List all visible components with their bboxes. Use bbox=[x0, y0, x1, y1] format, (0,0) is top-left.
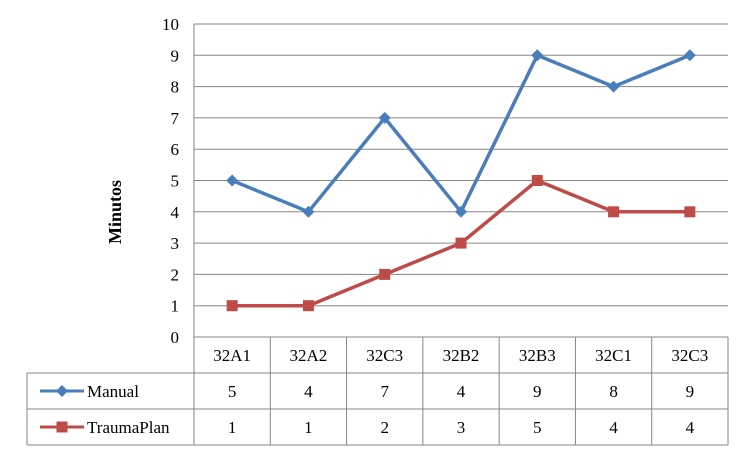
x-category-label: 32A2 bbox=[290, 346, 328, 365]
data-table-value: 1 bbox=[228, 418, 237, 437]
data-point-traumaplan bbox=[226, 300, 238, 312]
x-category-label: 32C1 bbox=[595, 346, 632, 365]
data-table: 32A1 32A2 32C3 32B2 32B3 32C1 32C3 Manual 5 4 7 4 9 8… bbox=[26, 337, 729, 446]
x-category-label: 32B3 bbox=[519, 346, 556, 365]
y-tick-label: 2 bbox=[171, 265, 180, 284]
data-point-manual bbox=[455, 205, 467, 218]
x-category-label: 32C3 bbox=[671, 346, 708, 365]
data-point-traumaplan bbox=[379, 268, 391, 280]
y-tick-label: 0 bbox=[171, 328, 180, 347]
legend-key-marker bbox=[56, 421, 68, 433]
y-axis-ticks: 0 1 2 3 4 5 6 7 8 9 10 bbox=[162, 15, 180, 347]
data-table-value: 2 bbox=[380, 418, 389, 437]
y-tick-label: 9 bbox=[171, 46, 180, 65]
data-table-value: 4 bbox=[457, 382, 466, 401]
y-tick-label: 3 bbox=[171, 234, 180, 253]
data-table-value: 8 bbox=[609, 382, 618, 401]
data-point-manual bbox=[302, 205, 315, 218]
x-category-label: 32B2 bbox=[443, 346, 480, 365]
data-point-traumaplan bbox=[455, 237, 467, 249]
data-point-traumaplan bbox=[302, 300, 314, 312]
data-table-value: 9 bbox=[686, 382, 695, 401]
data-point-traumaplan bbox=[608, 206, 620, 218]
y-tick-label: 6 bbox=[171, 140, 180, 159]
y-tick-label: 10 bbox=[162, 15, 179, 34]
data-table-value: 4 bbox=[609, 418, 618, 437]
data-table-value: 7 bbox=[380, 382, 389, 401]
x-category-label: 32A1 bbox=[213, 346, 251, 365]
data-table-value: 5 bbox=[533, 418, 542, 437]
y-tick-label: 1 bbox=[171, 297, 180, 316]
data-point-manual bbox=[607, 80, 620, 93]
y-tick-label: 5 bbox=[171, 172, 180, 191]
legend-entry: Manual bbox=[87, 382, 139, 401]
y-tick-label: 8 bbox=[171, 78, 180, 97]
data-table-value: 9 bbox=[533, 382, 542, 401]
y-tick-label: 7 bbox=[171, 109, 180, 128]
y-tick-label: 4 bbox=[171, 203, 180, 222]
legend-entry: TraumaPlan bbox=[87, 418, 170, 437]
data-table-value: 5 bbox=[228, 382, 237, 401]
data-point-manual bbox=[683, 49, 696, 62]
legend-key-marker bbox=[56, 385, 68, 397]
data-point-traumaplan bbox=[531, 175, 543, 186]
series-line-manual bbox=[231, 53, 691, 214]
data-point-traumaplan bbox=[684, 206, 696, 218]
data-table-value: 1 bbox=[304, 418, 313, 437]
data-table-value: 4 bbox=[686, 418, 695, 437]
y-axis-label: Minutos bbox=[105, 180, 125, 244]
data-point-manual bbox=[226, 174, 239, 187]
data-table-value: 3 bbox=[457, 418, 466, 437]
data-table-value: 4 bbox=[304, 382, 313, 401]
x-category-label: 32C3 bbox=[366, 346, 403, 365]
data-point-manual bbox=[378, 111, 391, 124]
data-point-manual bbox=[531, 49, 544, 62]
series-lines bbox=[226, 49, 696, 312]
